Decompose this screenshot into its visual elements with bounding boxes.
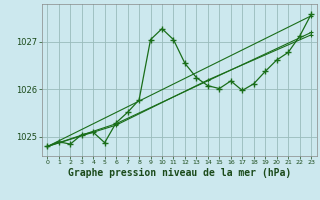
X-axis label: Graphe pression niveau de la mer (hPa): Graphe pression niveau de la mer (hPa) [68,168,291,178]
